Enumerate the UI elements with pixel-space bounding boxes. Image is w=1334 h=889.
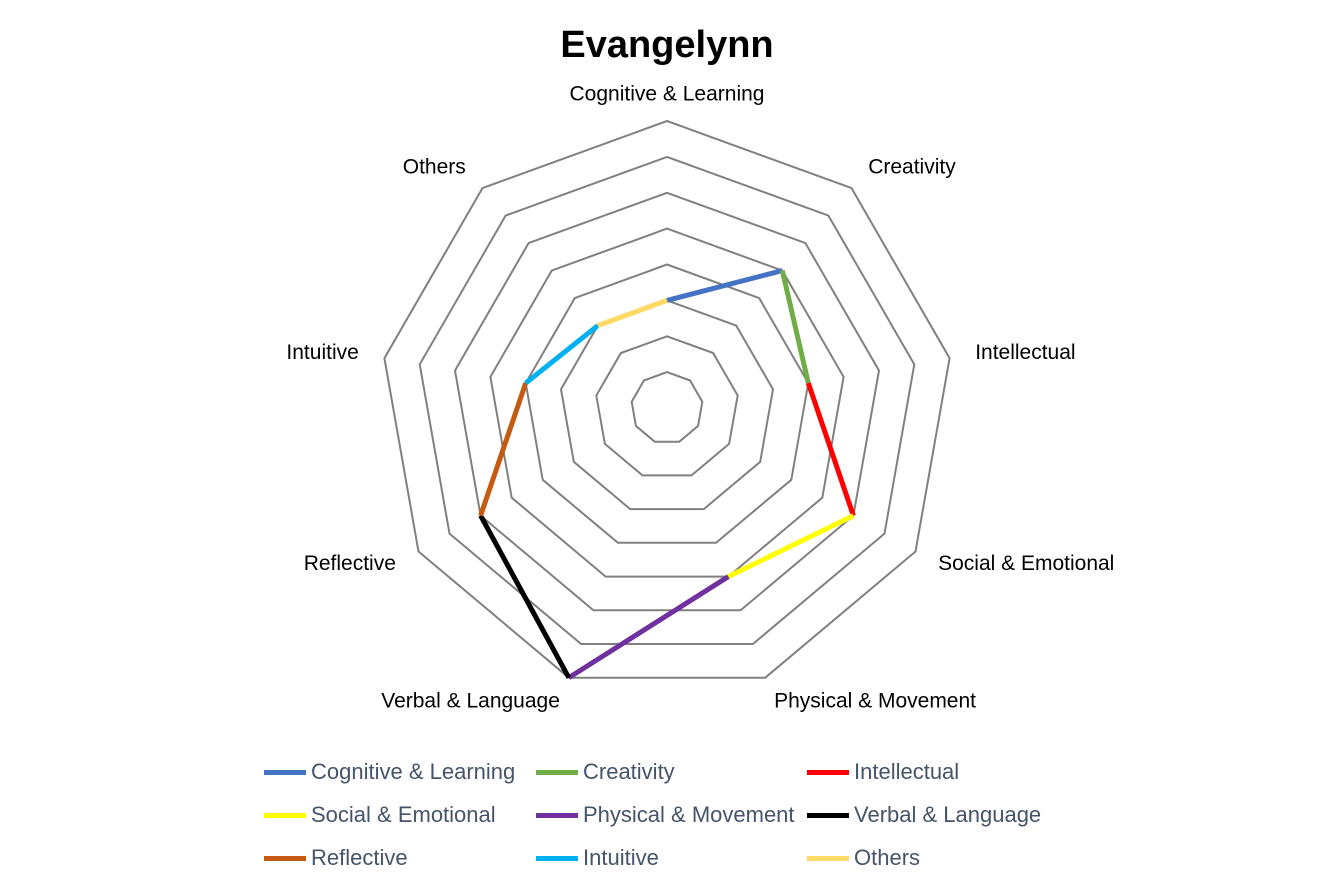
grid-ring [595, 335, 739, 477]
legend-label: Intellectual [854, 759, 960, 784]
legend-swatch [536, 855, 578, 861]
grid-ring [453, 191, 881, 612]
grid-ring [524, 263, 810, 544]
legend-swatch [807, 769, 849, 775]
legend-label: Physical & Movement [583, 802, 795, 827]
legend: Cognitive & Learning Creativity Intellectu… [264, 750, 1084, 880]
legend-item: Reflective [264, 838, 408, 878]
legend-label: Verbal & Language [854, 802, 1042, 827]
legend-swatch [807, 855, 849, 861]
axis-label: Physical & Movement [774, 690, 976, 713]
axis-label: Intuitive [286, 341, 358, 364]
axis-label: Verbal & Language [381, 690, 560, 713]
axis-label: Cognitive & Learning [570, 83, 765, 106]
grid-ring [559, 299, 775, 511]
grid-ring [418, 155, 916, 645]
legend-item: Creativity [536, 752, 675, 792]
series-segment [779, 270, 811, 384]
series-segment [478, 382, 529, 517]
series-segment [805, 382, 856, 517]
series-segment [567, 574, 730, 680]
legend-swatch [264, 769, 306, 775]
data-series [478, 268, 856, 680]
legend-item: Others [807, 838, 920, 878]
legend-label: Others [854, 845, 921, 870]
series-segment [727, 513, 855, 579]
legend-label: Social & Emotional [311, 802, 496, 827]
legend-swatch [536, 769, 578, 775]
grid-ring [383, 119, 951, 679]
axis-label: Others [403, 156, 466, 179]
grid-ring [489, 227, 845, 578]
chart-title: Evangelynn [560, 24, 774, 66]
legend-label: Cognitive & Learning [311, 759, 516, 784]
axis-labels: Cognitive & Learning Creativity Intellectu… [286, 83, 1114, 713]
legend-label: Intuitive [583, 845, 659, 870]
axis-label: Reflective [304, 552, 396, 575]
legend-item: Intellectual [807, 752, 959, 792]
series-segment [666, 268, 783, 303]
radar-chart: Cognitive & Learning Creativity Intellectu… [286, 83, 1114, 713]
legend-item: Verbal & Language [807, 795, 1041, 835]
legend-swatch [807, 812, 849, 818]
legend-label: Creativity [583, 759, 675, 784]
legend-item: Physical & Movement [536, 795, 795, 835]
legend-swatch [264, 855, 306, 861]
legend-label: Reflective [311, 845, 408, 870]
radar-grid [383, 119, 951, 679]
axis-label: Social & Emotional [938, 552, 1114, 575]
axis-label: Creativity [868, 156, 956, 179]
grid-ring [630, 371, 704, 443]
legend-swatch [264, 812, 306, 818]
legend-item: Cognitive & Learning [264, 752, 515, 792]
legend-item: Intuitive [536, 838, 659, 878]
legend-item: Social & Emotional [264, 795, 496, 835]
series-segment [524, 323, 600, 386]
axis-label: Intellectual [975, 341, 1075, 364]
series-segment [478, 514, 571, 679]
series-segment [596, 298, 668, 328]
legend-swatch [536, 812, 578, 818]
